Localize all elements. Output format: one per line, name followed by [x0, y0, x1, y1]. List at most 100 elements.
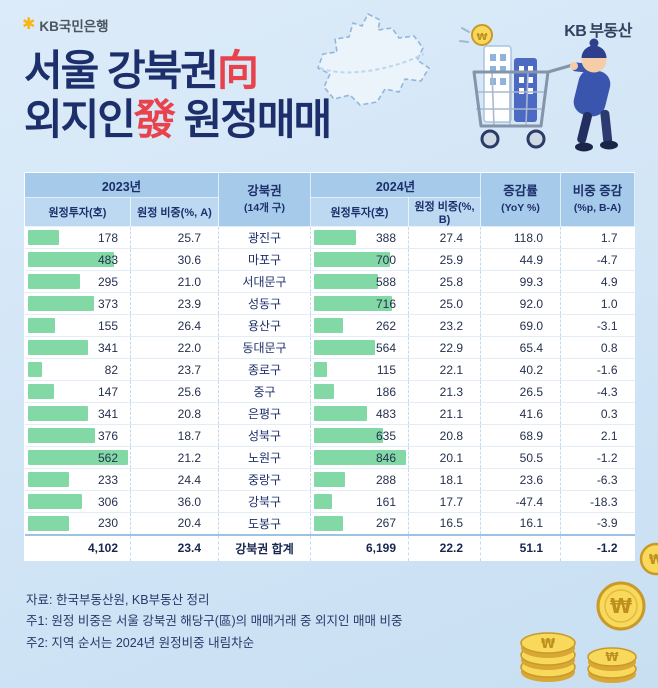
cell-diff: -3.1: [560, 314, 635, 337]
header-yoy: 증감률 (YoY %): [480, 172, 561, 227]
cell-district: 서대문구: [218, 270, 311, 293]
cell-district: 용산구: [218, 314, 311, 337]
cell-invest-2024: 716: [310, 292, 409, 315]
cell-diff: -18.3: [560, 490, 635, 513]
value-bar: [27, 274, 81, 289]
table-row: 147 25.6 중구 186 21.3 26.5 -4.3: [24, 380, 635, 403]
cell-yoy: 50.5: [480, 446, 561, 469]
header-district-line1: 강북권: [247, 184, 282, 199]
table-header-groups: 2023년 강북권 (14개 구) 2024년 증감률 (YoY %) 비중 증…: [24, 172, 635, 227]
cell-invest-2023: 341: [24, 402, 131, 425]
cell-share-2024: 22.9: [408, 336, 481, 359]
kb-bank-logo-text: KB국민은행: [39, 19, 109, 34]
cell-yoy: 65.4: [480, 336, 561, 359]
cell-diff: -4.7: [560, 248, 635, 271]
value-bar: [27, 340, 89, 355]
invest-value: 700: [375, 252, 396, 267]
invest-value: 564: [375, 340, 396, 355]
header-share-diff-line2: (%p, B-A): [573, 202, 622, 215]
table-row: 341 20.8 은평구 483 21.1 41.6 0.3: [24, 402, 635, 425]
value-bar: [314, 340, 376, 355]
header-group-2023: 2023년: [24, 172, 219, 198]
value-bar: [314, 362, 327, 377]
value-bar: [27, 230, 60, 245]
cell-share-2024: 27.4: [408, 226, 481, 249]
svg-text:₩: ₩: [476, 32, 487, 43]
table-row: 230 20.4 도봉구 267 16.5 16.1 -3.9: [24, 512, 635, 535]
cell-invest-2024-total: 6,199: [310, 533, 409, 561]
cell-district: 종로구: [218, 358, 311, 381]
table-row: 306 36.0 강북구 161 17.7 -47.4 -18.3: [24, 490, 635, 513]
kb-star-icon: ✱: [22, 16, 36, 33]
cell-yoy: 69.0: [480, 314, 561, 337]
title-line2-rest: 원정매매: [173, 96, 333, 144]
cell-diff: 0.8: [560, 336, 635, 359]
cell-invest-2023: 562: [24, 446, 131, 469]
header-yoy-line1: 증감률: [503, 184, 538, 199]
cell-district: 도봉구: [218, 512, 311, 535]
cell-diff: 1.0: [560, 292, 635, 315]
title-line2-hanja: 發: [133, 96, 176, 144]
cell-invest-2023-total: 4,102: [24, 533, 131, 561]
cell-invest-2023: 230: [24, 512, 131, 535]
cell-invest-2023: 147: [24, 380, 131, 403]
invest-value: 82: [104, 362, 118, 377]
regional-data-table: 2023년 강북권 (14개 구) 2024년 증감률 (YoY %) 비중 증…: [24, 172, 635, 561]
cell-district: 광진구: [218, 226, 311, 249]
value-bar: [314, 384, 335, 399]
cell-invest-2024: 483: [310, 402, 409, 425]
cell-district: 은평구: [218, 402, 311, 425]
cell-yoy: 44.9: [480, 248, 561, 271]
cell-yoy: 40.2: [480, 358, 561, 381]
cell-share-2023: 20.8: [130, 402, 219, 425]
invest-value: 635: [375, 428, 396, 443]
cell-diff: 2.1: [560, 424, 635, 447]
cell-share-2024: 25.0: [408, 292, 481, 315]
cell-share-2024-total: 22.2: [408, 533, 481, 561]
kb-realestate-logo-text: 부동산: [589, 23, 632, 40]
cell-share-2024: 21.3: [408, 380, 481, 403]
cell-district: 성북구: [218, 424, 311, 447]
kb-realestate-logo: KB 부동산: [564, 17, 632, 41]
cell-diff: -3.9: [560, 512, 635, 535]
cell-share-2023: 21.0: [130, 270, 219, 293]
cell-invest-2023: 373: [24, 292, 131, 315]
value-bar: [314, 318, 343, 333]
header-district-line2: (14개 구): [244, 202, 285, 215]
invest-value: 376: [97, 428, 118, 443]
svg-text:₩: ₩: [649, 553, 658, 568]
coin-stacks-illustration: ₩ ₩ ₩: [486, 568, 656, 688]
value-bar: [314, 274, 379, 289]
cell-yoy: 118.0: [480, 226, 561, 249]
cell-share-2024: 23.2: [408, 314, 481, 337]
footnote-source: 자료: 한국부동산원, KB부동산 정리: [26, 593, 210, 607]
header-share-diff-line1: 비중 증감: [572, 184, 623, 199]
table-row: 341 22.0 동대문구 564 22.9 65.4 0.8: [24, 336, 635, 359]
cell-invest-2023: 155: [24, 314, 131, 337]
invest-value: 341: [97, 340, 118, 355]
cell-district: 마포구: [218, 248, 311, 271]
cell-share-2023: 36.0: [130, 490, 219, 513]
cell-invest-2024: 846: [310, 446, 409, 469]
cell-share-2023: 23.7: [130, 358, 219, 381]
cell-share-2023-total: 23.4: [130, 533, 219, 561]
cell-invest-2024: 267: [310, 512, 409, 535]
cell-share-2023: 22.0: [130, 336, 219, 359]
header-group-2024: 2024년: [310, 172, 481, 198]
cell-yoy: 41.6: [480, 402, 561, 425]
invest-value: 262: [375, 318, 396, 333]
cell-invest-2024: 564: [310, 336, 409, 359]
cell-invest-2024: 115: [310, 358, 409, 381]
table-body: 178 25.7 광진구 388 27.4 118.0 1.7 483 30.6 마포구 700 25…: [24, 226, 635, 561]
cell-district: 강북구: [218, 490, 311, 513]
shopper-cart-illustration: ₩: [448, 20, 643, 175]
cell-yoy: 16.1: [480, 512, 561, 535]
value-bar: [27, 450, 128, 465]
cell-yoy: 23.6: [480, 468, 561, 491]
table-row: 483 30.6 마포구 700 25.9 44.9 -4.7: [24, 248, 635, 271]
value-bar: [27, 362, 43, 377]
cell-share-2023: 20.4: [130, 512, 219, 535]
header-district: 강북권 (14개 구): [218, 172, 311, 227]
cell-invest-2023: 376: [24, 424, 131, 447]
